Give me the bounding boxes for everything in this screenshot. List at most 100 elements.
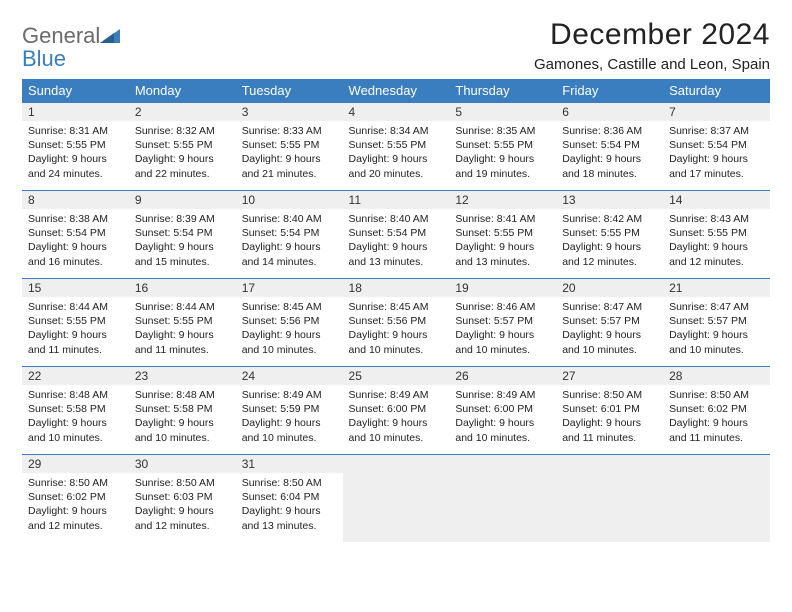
day-details: Sunrise: 8:32 AMSunset: 5:55 PMDaylight:… xyxy=(129,121,236,183)
sunrise-text: Sunrise: 8:49 AM xyxy=(242,388,337,402)
day-cell: 8Sunrise: 8:38 AMSunset: 5:54 PMDaylight… xyxy=(22,190,129,278)
day-cell-inner: 31Sunrise: 8:50 AMSunset: 6:04 PMDayligh… xyxy=(236,454,343,542)
calendar-table: Sunday Monday Tuesday Wednesday Thursday… xyxy=(22,79,770,542)
sunset-text: Sunset: 6:02 PM xyxy=(28,490,123,504)
title-block: December 2024 Gamones, Castille and Leon… xyxy=(534,18,770,73)
day-number: 23 xyxy=(129,367,236,385)
logo-text: General Blue xyxy=(22,24,120,70)
week-row: 22Sunrise: 8:48 AMSunset: 5:58 PMDayligh… xyxy=(22,366,770,454)
sunset-text: Sunset: 5:54 PM xyxy=(242,226,337,240)
daylight-text: Daylight: 9 hours and 10 minutes. xyxy=(135,416,230,444)
day-cell-inner: 17Sunrise: 8:45 AMSunset: 5:56 PMDayligh… xyxy=(236,278,343,366)
day-cell-inner: 14Sunrise: 8:43 AMSunset: 5:55 PMDayligh… xyxy=(663,190,770,278)
day-number: 17 xyxy=(236,279,343,297)
logo-line1: General xyxy=(22,23,100,48)
day-cell-inner: 2Sunrise: 8:32 AMSunset: 5:55 PMDaylight… xyxy=(129,102,236,190)
day-number: 8 xyxy=(22,191,129,209)
day-details: Sunrise: 8:48 AMSunset: 5:58 PMDaylight:… xyxy=(22,385,129,447)
logo-triangle-icon xyxy=(100,24,120,47)
day-number: 5 xyxy=(449,103,556,121)
day-header: Saturday xyxy=(663,79,770,102)
day-cell: 10Sunrise: 8:40 AMSunset: 5:54 PMDayligh… xyxy=(236,190,343,278)
daylight-text: Daylight: 9 hours and 11 minutes. xyxy=(669,416,764,444)
sunset-text: Sunset: 5:55 PM xyxy=(349,138,444,152)
day-cell-inner: 16Sunrise: 8:44 AMSunset: 5:55 PMDayligh… xyxy=(129,278,236,366)
day-number: 6 xyxy=(556,103,663,121)
day-number: 11 xyxy=(343,191,450,209)
day-details: Sunrise: 8:34 AMSunset: 5:55 PMDaylight:… xyxy=(343,121,450,183)
sunrise-text: Sunrise: 8:33 AM xyxy=(242,124,337,138)
day-details: Sunrise: 8:49 AMSunset: 6:00 PMDaylight:… xyxy=(343,385,450,447)
day-number: 14 xyxy=(663,191,770,209)
day-details: Sunrise: 8:43 AMSunset: 5:55 PMDaylight:… xyxy=(663,209,770,271)
daylight-text: Daylight: 9 hours and 24 minutes. xyxy=(28,152,123,180)
sunrise-text: Sunrise: 8:40 AM xyxy=(242,212,337,226)
day-number: 12 xyxy=(449,191,556,209)
day-cell-inner: 29 Sunrise: 8:50 AMSunset: 6:02 PMDayligh… xyxy=(22,454,129,542)
sunset-text: Sunset: 5:55 PM xyxy=(135,138,230,152)
daylight-text: Daylight: 9 hours and 12 minutes. xyxy=(135,504,230,532)
sunrise-text: Sunrise: 8:40 AM xyxy=(349,212,444,226)
daylight-text: Daylight: 9 hours and 11 minutes. xyxy=(562,416,657,444)
day-cell: 4Sunrise: 8:34 AMSunset: 5:55 PMDaylight… xyxy=(343,102,450,190)
day-details: Sunrise: 8:49 AMSunset: 6:00 PMDaylight:… xyxy=(449,385,556,447)
day-cell: 7Sunrise: 8:37 AMSunset: 5:54 PMDaylight… xyxy=(663,102,770,190)
day-details: Sunrise: 8:46 AMSunset: 5:57 PMDaylight:… xyxy=(449,297,556,359)
sunrise-text: Sunrise: 8:47 AM xyxy=(669,300,764,314)
sunrise-text: Sunrise: 8:41 AM xyxy=(455,212,550,226)
day-cell: 15Sunrise: 8:44 AMSunset: 5:55 PMDayligh… xyxy=(22,278,129,366)
day-number: 16 xyxy=(129,279,236,297)
sunrise-text: Sunrise: 8:50 AM xyxy=(28,476,123,490)
sunset-text: Sunset: 5:55 PM xyxy=(135,314,230,328)
sunset-text: Sunset: 6:02 PM xyxy=(669,402,764,416)
day-details: Sunrise: 8:44 AMSunset: 5:55 PMDaylight:… xyxy=(22,297,129,359)
day-cell: 31Sunrise: 8:50 AMSunset: 6:04 PMDayligh… xyxy=(236,454,343,542)
sunset-text: Sunset: 5:54 PM xyxy=(135,226,230,240)
day-cell-inner: 1Sunrise: 8:31 AMSunset: 5:55 PMDaylight… xyxy=(22,102,129,190)
day-number: 19 xyxy=(449,279,556,297)
sunrise-text: Sunrise: 8:44 AM xyxy=(28,300,123,314)
day-number: 9 xyxy=(129,191,236,209)
sunset-text: Sunset: 5:58 PM xyxy=(135,402,230,416)
daylight-text: Daylight: 9 hours and 19 minutes. xyxy=(455,152,550,180)
day-details: Sunrise: 8:50 AMSunset: 6:01 PMDaylight:… xyxy=(556,385,663,447)
day-cell-inner: 8Sunrise: 8:38 AMSunset: 5:54 PMDaylight… xyxy=(22,190,129,278)
daylight-text: Daylight: 9 hours and 10 minutes. xyxy=(242,328,337,356)
day-cell-inner: 11Sunrise: 8:40 AMSunset: 5:54 PMDayligh… xyxy=(343,190,450,278)
day-cell-inner: 3Sunrise: 8:33 AMSunset: 5:55 PMDaylight… xyxy=(236,102,343,190)
daylight-text: Daylight: 9 hours and 15 minutes. xyxy=(135,240,230,268)
day-number: 29 xyxy=(22,455,129,473)
day-details: Sunrise: 8:41 AMSunset: 5:55 PMDaylight:… xyxy=(449,209,556,271)
day-header: Monday xyxy=(129,79,236,102)
daylight-text: Daylight: 9 hours and 10 minutes. xyxy=(455,416,550,444)
sunrise-text: Sunrise: 8:50 AM xyxy=(242,476,337,490)
day-cell-inner: 19Sunrise: 8:46 AMSunset: 5:57 PMDayligh… xyxy=(449,278,556,366)
sunrise-text: Sunrise: 8:44 AM xyxy=(135,300,230,314)
daylight-text: Daylight: 9 hours and 12 minutes. xyxy=(28,504,123,532)
day-header: Thursday xyxy=(449,79,556,102)
day-details: Sunrise: 8:31 AMSunset: 5:55 PMDaylight:… xyxy=(22,121,129,183)
day-details: Sunrise: 8:49 AMSunset: 5:59 PMDaylight:… xyxy=(236,385,343,447)
day-cell-inner: 21Sunrise: 8:47 AMSunset: 5:57 PMDayligh… xyxy=(663,278,770,366)
daylight-text: Daylight: 9 hours and 10 minutes. xyxy=(349,328,444,356)
day-details: Sunrise: 8:36 AMSunset: 5:54 PMDaylight:… xyxy=(556,121,663,183)
day-cell: 1Sunrise: 8:31 AMSunset: 5:55 PMDaylight… xyxy=(22,102,129,190)
sunset-text: Sunset: 6:03 PM xyxy=(135,490,230,504)
day-cell: 6Sunrise: 8:36 AMSunset: 5:54 PMDaylight… xyxy=(556,102,663,190)
week-row: 15Sunrise: 8:44 AMSunset: 5:55 PMDayligh… xyxy=(22,278,770,366)
sunset-text: Sunset: 5:55 PM xyxy=(669,226,764,240)
daylight-text: Daylight: 9 hours and 18 minutes. xyxy=(562,152,657,180)
empty-cell-inner xyxy=(556,454,663,542)
day-cell: 21Sunrise: 8:47 AMSunset: 5:57 PMDayligh… xyxy=(663,278,770,366)
day-number: 18 xyxy=(343,279,450,297)
day-number: 4 xyxy=(343,103,450,121)
day-number: 20 xyxy=(556,279,663,297)
empty-cell xyxy=(663,454,770,542)
sunset-text: Sunset: 5:55 PM xyxy=(562,226,657,240)
sunset-text: Sunset: 5:58 PM xyxy=(28,402,123,416)
day-cell-inner: 7Sunrise: 8:37 AMSunset: 5:54 PMDaylight… xyxy=(663,102,770,190)
page-subtitle: Gamones, Castille and Leon, Spain xyxy=(534,56,770,73)
sunrise-text: Sunrise: 8:38 AM xyxy=(28,212,123,226)
day-cell-inner: 30Sunrise: 8:50 AMSunset: 6:03 PMDayligh… xyxy=(129,454,236,542)
day-cell: 24Sunrise: 8:49 AMSunset: 5:59 PMDayligh… xyxy=(236,366,343,454)
